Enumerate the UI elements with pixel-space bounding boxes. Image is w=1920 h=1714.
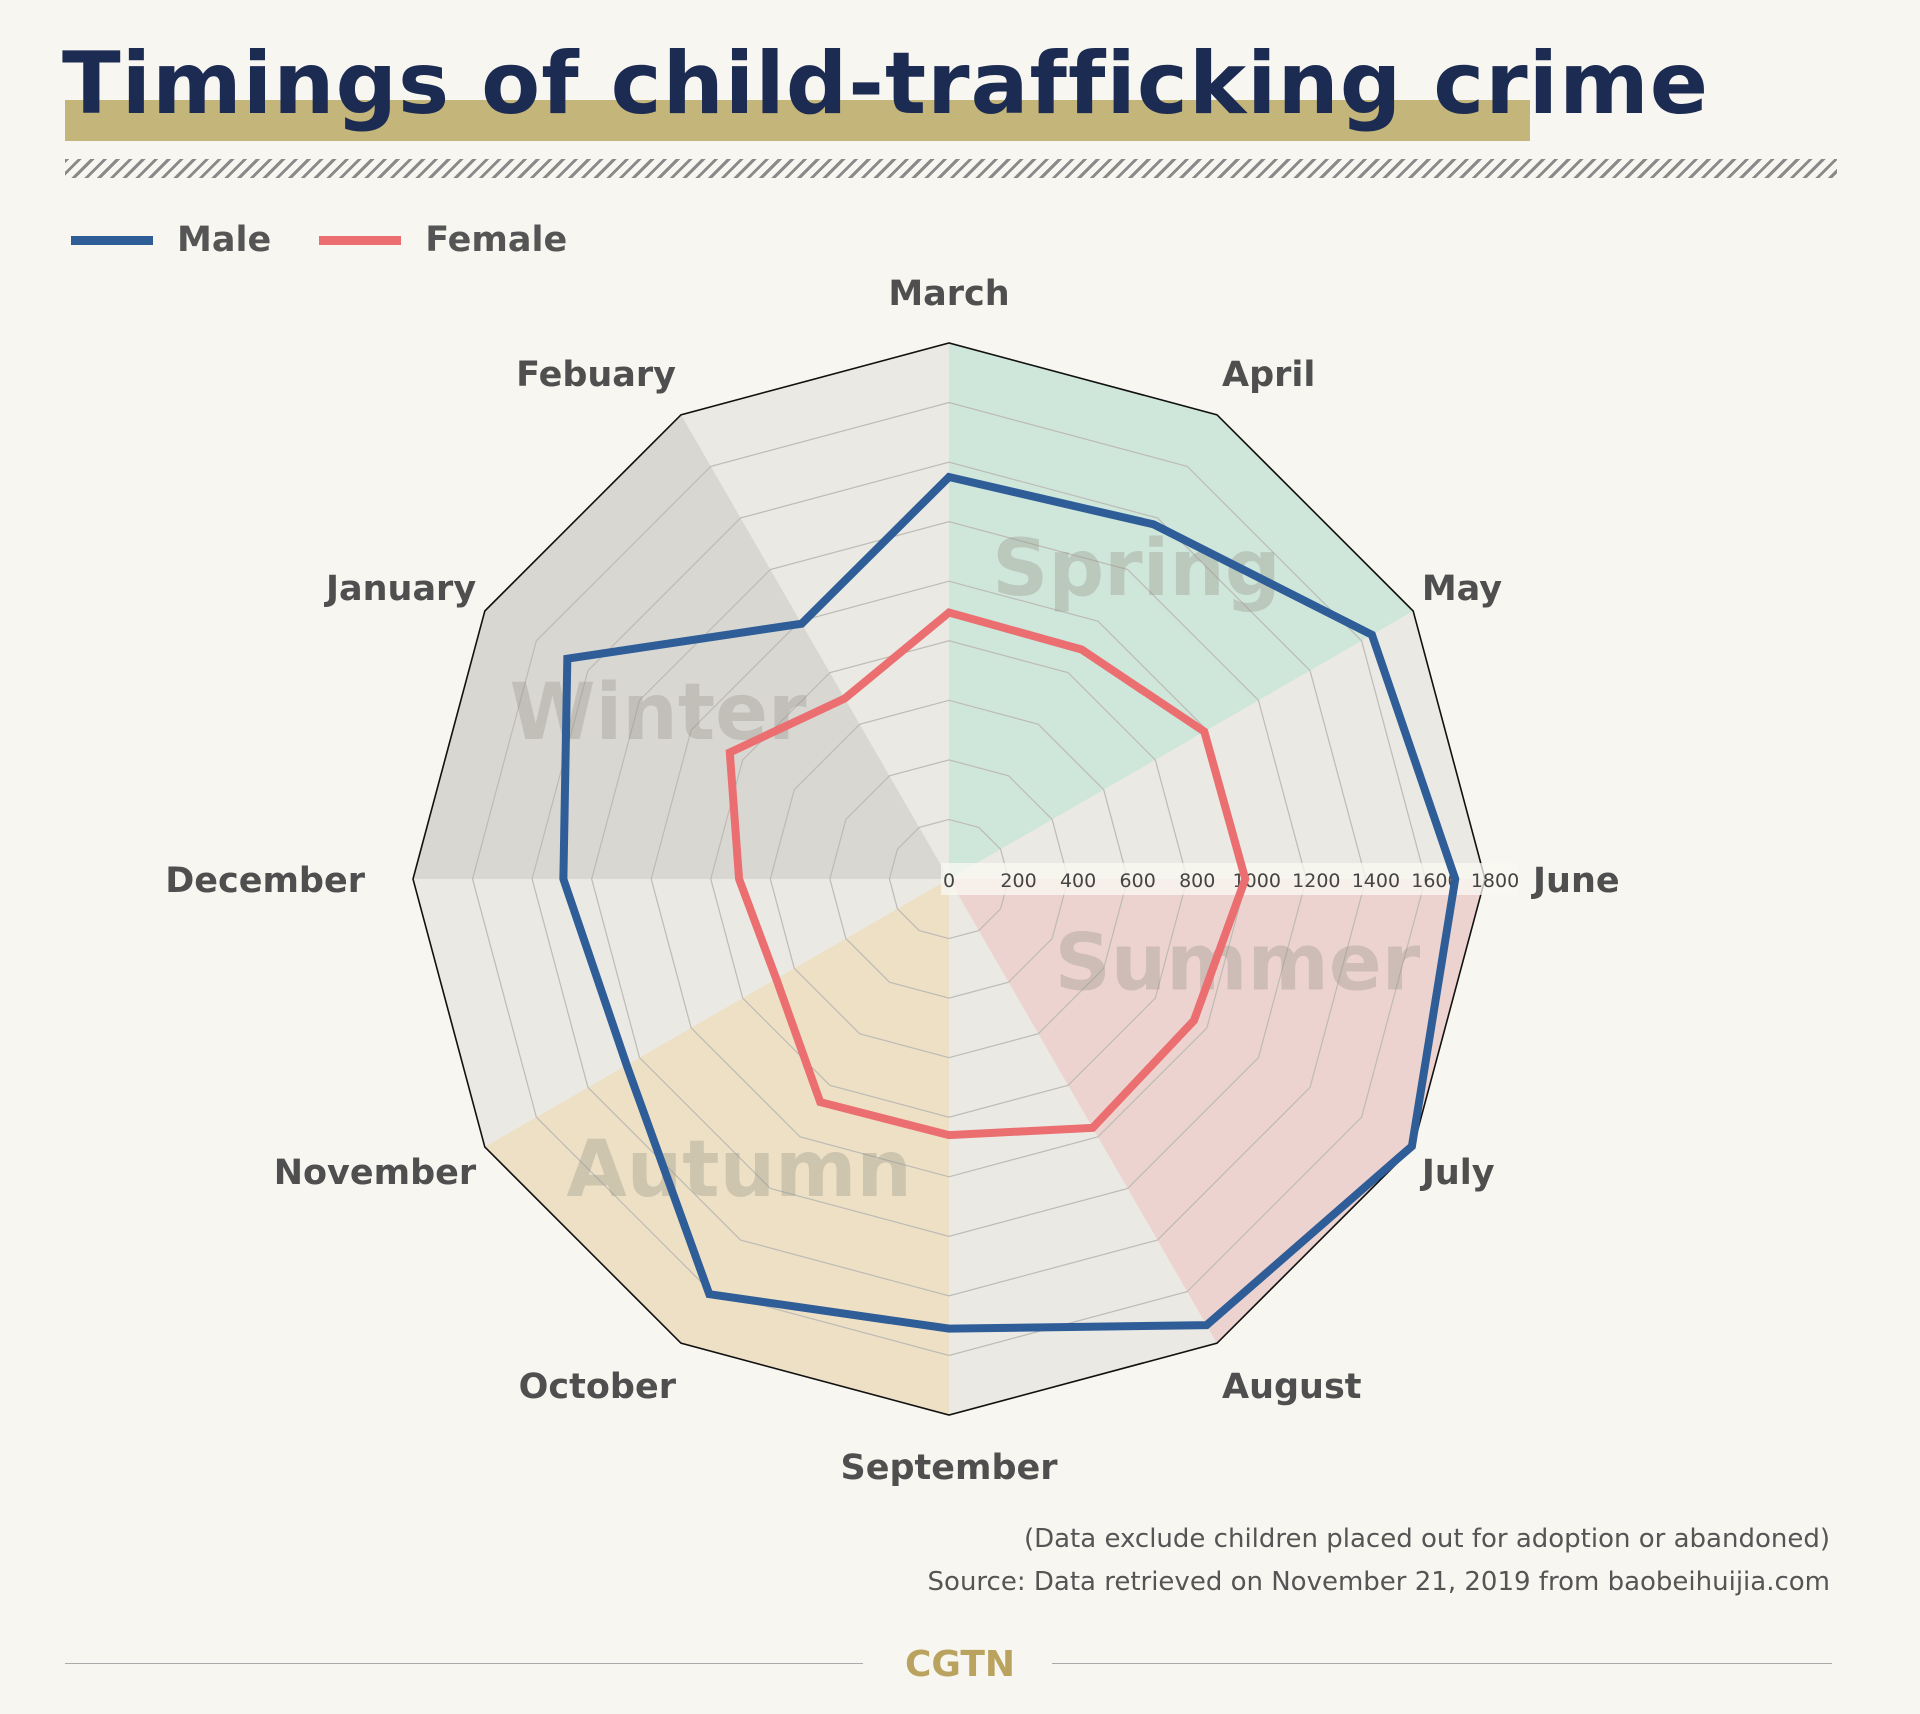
title-underline [65,100,1530,141]
month-label: December [165,861,366,901]
radial-tick-label: 400 [1060,870,1096,892]
radial-tick-label: 1400 [1352,870,1400,892]
footer-divider-right [1052,1663,1832,1664]
season-label-autumn: Autumn [566,1125,912,1215]
month-label: March [888,274,1009,314]
legend-swatch-female [319,235,402,245]
legend-swatch-male [71,235,153,245]
season-sector-summer [949,879,1485,1344]
season-label-winter: Winter [510,668,807,758]
season-label-spring: Spring [992,524,1281,614]
grid-ring-1600 [471,401,1427,1357]
radial-tick-label: 1200 [1292,870,1340,892]
tick-label-strip [941,863,1517,895]
grid-ring-600 [769,699,1129,1059]
radial-tick-label: 800 [1179,870,1215,892]
season-sector-autumn [484,879,949,1415]
radial-tick-label: 1600 [1411,870,1459,892]
radial-tick-label: 1800 [1471,870,1519,892]
hatched-divider [65,159,1837,178]
season-label-summer: Summer [1055,919,1421,1009]
month-label: November [274,1153,477,1193]
cgtn-logo: CGTN [905,1644,1016,1685]
radial-tick-label: 200 [1000,870,1036,892]
month-label: April [1222,355,1315,395]
month-label: October [519,1367,677,1407]
page-title: Timings of child-trafficking crime [62,34,1710,134]
month-label: July [1420,1153,1495,1193]
radial-tick-label: 0 [943,870,955,892]
grid-ring-1200 [591,521,1307,1237]
month-label: January [324,569,476,609]
grid-ring-400 [829,759,1069,999]
grid-ring-200 [888,818,1010,940]
grid-ring-800 [710,640,1188,1118]
season-sector-spring [949,343,1414,879]
radial-tick-label: 600 [1120,870,1156,892]
source-note: Source: Data retrieved on November 21, 2… [927,1567,1830,1597]
month-label: May [1422,569,1502,609]
month-label: June [1531,861,1620,901]
legend: Male Female [71,220,615,260]
grid-ring-1400 [531,461,1367,1297]
legend-item-male: Male [71,220,271,260]
disclaimer-note: (Data exclude children placed out for ad… [1023,1524,1830,1554]
legend-label-female: Female [425,220,568,260]
footer-divider-left [65,1663,863,1664]
month-label: August [1222,1367,1362,1407]
season-sector-winter [413,414,949,879]
month-label: Febuary [516,355,676,395]
legend-item-female: Female [319,220,567,260]
legend-label-male: Male [177,220,272,260]
month-label: September [841,1448,1059,1488]
grid-ring-1000 [650,580,1248,1178]
